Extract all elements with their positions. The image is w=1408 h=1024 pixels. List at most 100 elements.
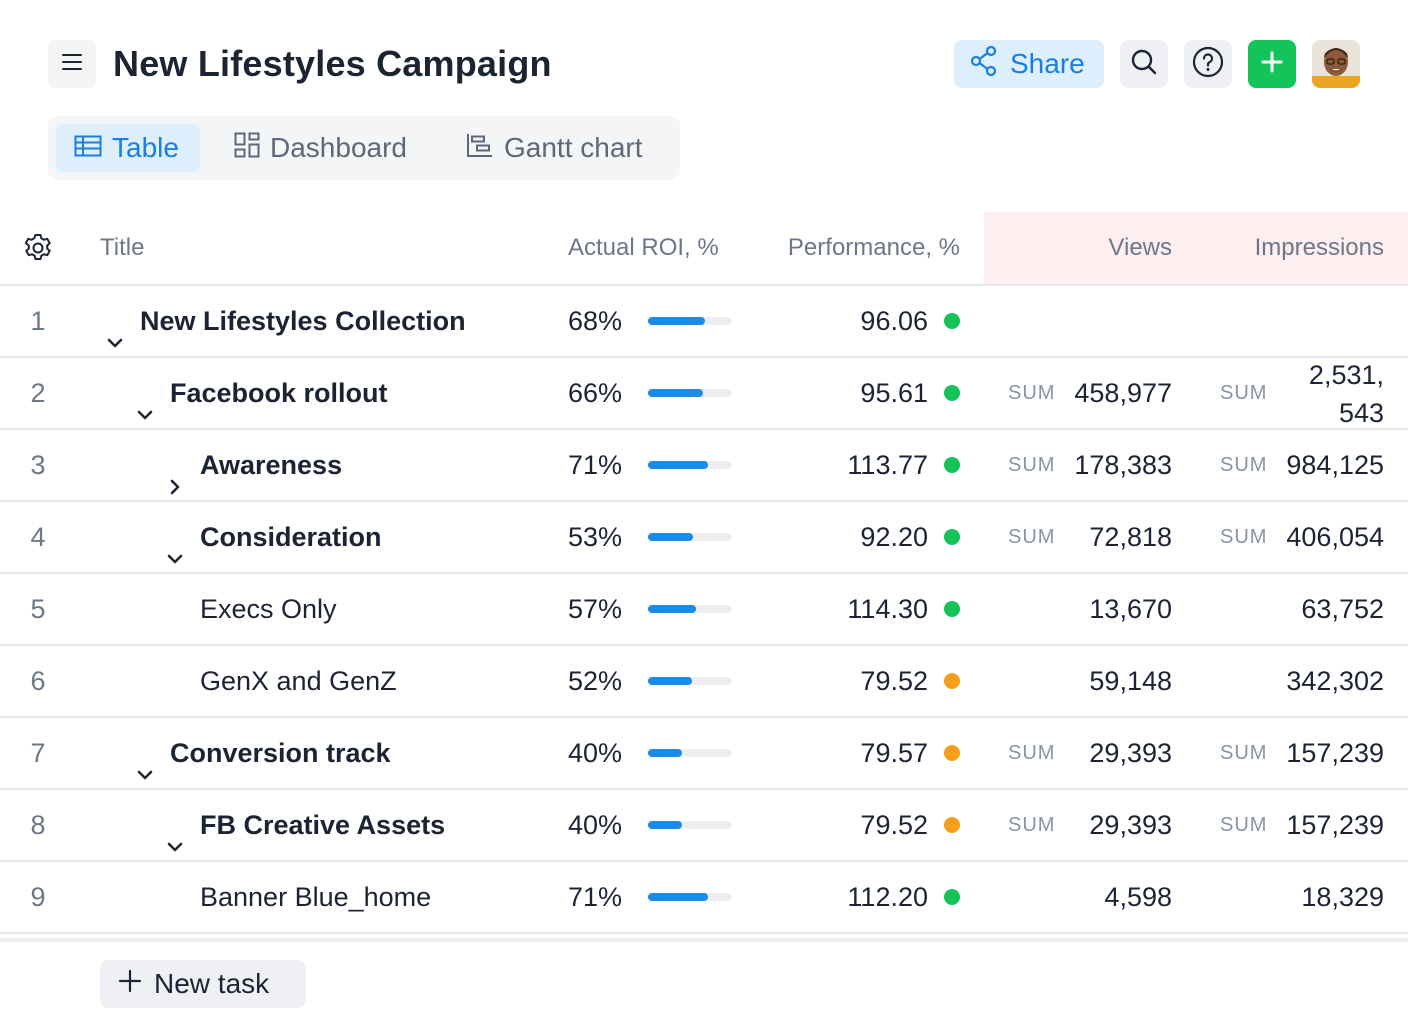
roi-progress-bar	[648, 821, 732, 829]
views-value: 13,670	[1089, 594, 1172, 624]
help-button[interactable]	[1184, 40, 1232, 88]
performance-value: 113.77	[847, 450, 928, 480]
performance-value: 112.20	[847, 882, 928, 912]
row-title: Awareness	[200, 450, 343, 480]
performance-value: 79.52	[860, 666, 928, 696]
column-header-performance[interactable]: Performance, %	[787, 234, 960, 261]
table-row[interactable]: 7 Conversion track 40% 79.57 SUM 29,393 SUM 157…	[0, 718, 1408, 790]
column-header-title[interactable]: Title	[100, 234, 145, 261]
row-title: Facebook rollout	[170, 378, 388, 408]
tab-gantt[interactable]: Gantt chart	[466, 124, 676, 172]
row-number: 8	[30, 810, 46, 840]
roi-progress-bar	[648, 605, 732, 613]
share-button[interactable]: Share	[954, 40, 1104, 88]
roi-progress-bar	[648, 461, 732, 469]
row-number: 9	[30, 882, 46, 912]
row-title-cell[interactable]: GenX and GenZ	[200, 646, 397, 716]
impressions-value: 18,329	[1301, 882, 1384, 912]
performance-value: 92.20	[860, 522, 928, 552]
status-dot	[944, 601, 960, 617]
chevron-down-icon[interactable]	[134, 382, 156, 420]
row-number: 7	[30, 738, 46, 768]
view-tabs: Table Dashboard Gantt chart	[48, 116, 680, 180]
table-row[interactable]: 2 Facebook rollout 66% 95.61 SUM 458,977 SUM 2,…	[0, 358, 1408, 430]
new-task-button[interactable]: New task	[100, 960, 306, 1008]
row-number: 5	[30, 594, 46, 624]
performance-value: 96.06	[860, 306, 928, 336]
sum-label: SUM	[1220, 742, 1268, 764]
roi-progress-bar	[648, 677, 732, 685]
roi-value: 40%	[568, 810, 623, 840]
views-value: 29,393	[1089, 810, 1172, 840]
row-title-cell[interactable]: Execs Only	[200, 574, 337, 644]
roi-progress-bar	[648, 893, 732, 901]
share-nodes-icon	[954, 45, 1010, 83]
roi-progress-fill	[648, 677, 692, 685]
table-row[interactable]: 9 Banner Blue_home 71% 112.20 4,598 18,329	[0, 862, 1408, 934]
tab-label: Gantt chart	[504, 132, 643, 163]
row-title-cell[interactable]: Consideration	[164, 502, 382, 572]
avatar[interactable]	[1312, 40, 1360, 88]
tab-dashboard[interactable]: Dashboard	[234, 124, 434, 172]
app-header: New Lifestyles Campaign Share	[0, 0, 1408, 120]
row-title: Consideration	[200, 522, 382, 552]
table-row[interactable]: 4 Consideration 53% 92.20 SUM 72,818 SUM 406,05…	[0, 502, 1408, 574]
row-title-cell[interactable]: New Lifestyles Collection	[104, 286, 466, 356]
table-row[interactable]: 5 Execs Only 57% 114.30 13,670 63,752	[0, 574, 1408, 646]
sum-label: SUM	[1220, 814, 1268, 836]
status-dot	[944, 745, 960, 761]
chevron-down-icon[interactable]	[134, 742, 156, 780]
table-row[interactable]: 8 FB Creative Assets 40% 79.52 SUM 29,393 SUM 1…	[0, 790, 1408, 862]
tab-label: Dashboard	[270, 132, 407, 163]
dashboard-icon	[234, 132, 270, 165]
row-title-cell[interactable]: Banner Blue_home	[200, 862, 431, 932]
sum-label: SUM	[1220, 454, 1268, 476]
roi-value: 40%	[568, 738, 623, 768]
column-header-roi[interactable]: Actual ROI, %	[568, 234, 719, 261]
sum-label: SUM	[1220, 382, 1268, 404]
row-title-cell[interactable]: Conversion track	[134, 718, 391, 788]
hamburger-icon	[61, 53, 83, 76]
row-title: Banner Blue_home	[200, 882, 432, 912]
roi-value: 66%	[568, 378, 623, 408]
roi-progress-fill	[648, 461, 708, 469]
data-table: Title Actual ROI, % Performance, % Views…	[0, 212, 1408, 934]
impressions-value: 157,239	[1286, 810, 1384, 840]
row-number: 2	[30, 378, 46, 408]
row-title: Execs Only	[200, 594, 337, 624]
row-title-cell[interactable]: Awareness	[164, 430, 342, 500]
menu-button[interactable]	[48, 40, 96, 88]
performance-value: 79.52	[860, 810, 928, 840]
row-title: Conversion track	[170, 738, 391, 768]
table-header: Title Actual ROI, % Performance, % Views…	[0, 212, 1408, 286]
column-header-views[interactable]: Views	[1108, 234, 1172, 261]
table-row[interactable]: 6 GenX and GenZ 52% 79.52 59,148 342,302	[0, 646, 1408, 718]
table-row[interactable]: 1 New Lifestyles Collection 68% 96.06	[0, 286, 1408, 358]
row-title-cell[interactable]: FB Creative Assets	[164, 790, 445, 860]
add-button[interactable]	[1248, 40, 1296, 88]
page-title: New Lifestyles Campaign	[113, 43, 552, 84]
performance-value: 79.57	[860, 738, 928, 768]
roi-value: 71%	[568, 882, 623, 912]
status-dot	[944, 313, 960, 329]
row-title: GenX and GenZ	[200, 666, 397, 696]
impressions-value: 63,752	[1301, 594, 1384, 624]
search-button[interactable]	[1120, 40, 1168, 88]
table-row[interactable]: 3 Awareness 71% 113.77 SUM 178,383 SUM 984,125	[0, 430, 1408, 502]
new-task-label: New task	[154, 968, 270, 999]
views-value: 59,148	[1089, 666, 1172, 696]
performance-value: 95.61	[860, 378, 928, 408]
table-settings-button[interactable]	[22, 232, 54, 264]
tab-table[interactable]: Table	[56, 124, 200, 172]
views-value	[1060, 286, 1172, 356]
views-value: 458,977	[1074, 378, 1172, 408]
row-title-cell[interactable]: Facebook rollout	[134, 358, 388, 428]
chevron-down-icon[interactable]	[164, 814, 186, 852]
roi-progress-fill	[648, 605, 696, 613]
sum-label: SUM	[1008, 526, 1056, 548]
chevron-right-icon[interactable]	[164, 454, 186, 495]
column-header-impressions[interactable]: Impressions	[1254, 234, 1384, 261]
chevron-down-icon[interactable]	[164, 526, 186, 564]
roi-value: 71%	[568, 450, 623, 480]
chevron-down-icon[interactable]	[104, 310, 126, 348]
